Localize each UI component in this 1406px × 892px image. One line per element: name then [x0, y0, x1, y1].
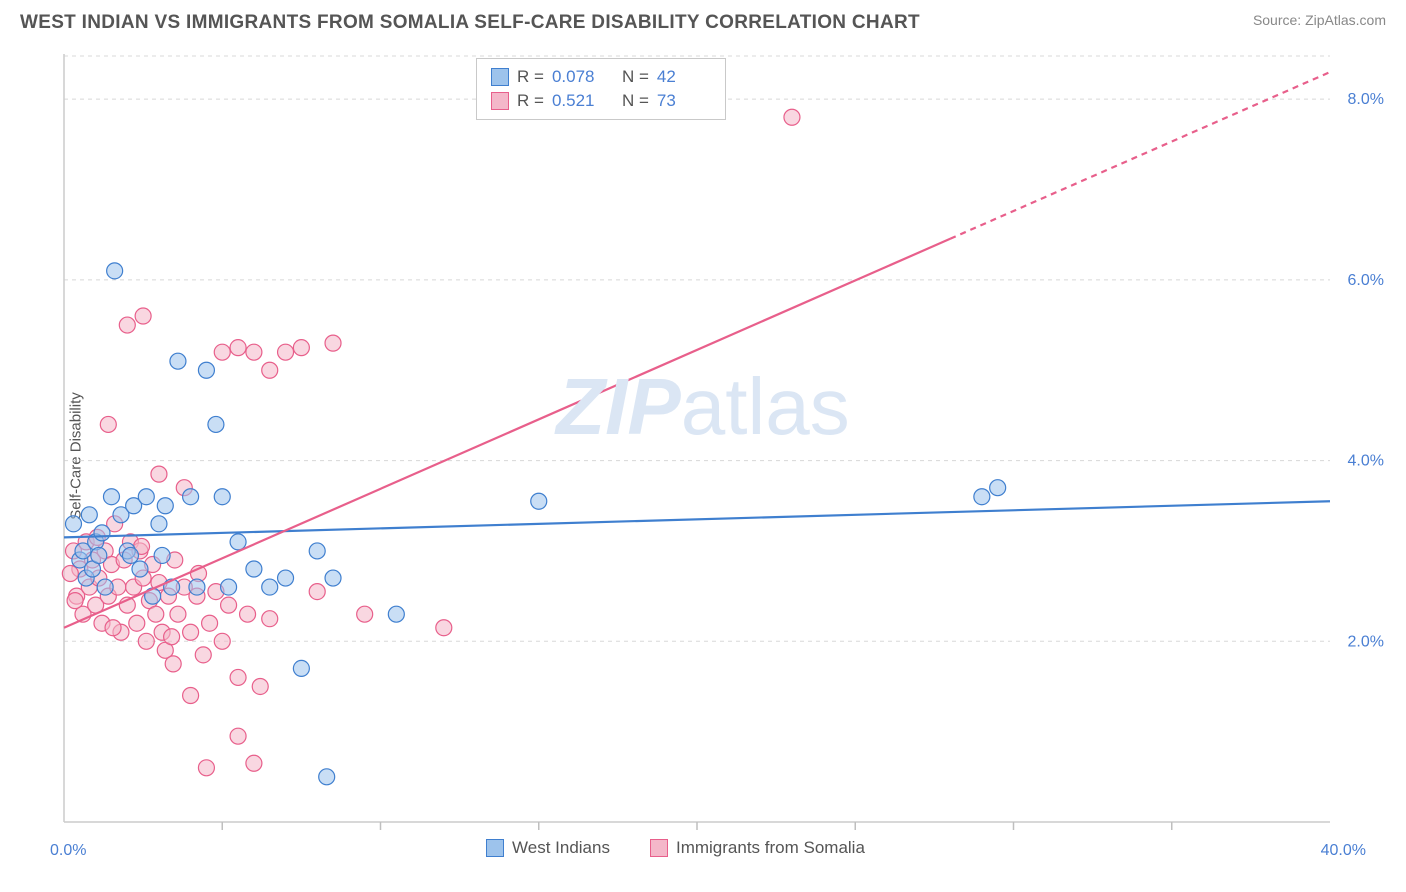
legend-swatch	[650, 839, 668, 857]
scatter-chart: 2.0% 4.0% 6.0% 8.0%	[54, 46, 1390, 866]
stats-legend-row: R = 0.521 N = 73	[491, 89, 711, 113]
legend-label: West Indians	[512, 838, 610, 858]
svg-text:2.0%: 2.0%	[1348, 633, 1384, 650]
x-axis-min-label: 0.0%	[50, 842, 86, 860]
svg-text:4.0%: 4.0%	[1348, 453, 1384, 470]
legend-item: West Indians	[486, 838, 610, 858]
legend-swatch	[486, 839, 504, 857]
series-legend: West Indians Immigrants from Somalia	[486, 838, 865, 858]
legend-swatch	[491, 68, 509, 86]
stats-legend: R = 0.078 N = 42 R = 0.521 N = 73	[476, 58, 726, 120]
svg-text:8.0%: 8.0%	[1348, 91, 1384, 108]
x-axis-max-label: 40.0%	[1321, 842, 1366, 860]
stats-legend-row: R = 0.078 N = 42	[491, 65, 711, 89]
legend-item: Immigrants from Somalia	[650, 838, 865, 858]
legend-label: Immigrants from Somalia	[676, 838, 865, 858]
svg-text:6.0%: 6.0%	[1348, 272, 1384, 289]
chart-container: Self-Care Disability 2.0%4.0%6.0%8.0% ZI…	[16, 46, 1390, 866]
legend-swatch	[491, 92, 509, 110]
chart-title: WEST INDIAN VS IMMIGRANTS FROM SOMALIA S…	[20, 12, 920, 34]
chart-source: Source: ZipAtlas.com	[1253, 12, 1386, 28]
